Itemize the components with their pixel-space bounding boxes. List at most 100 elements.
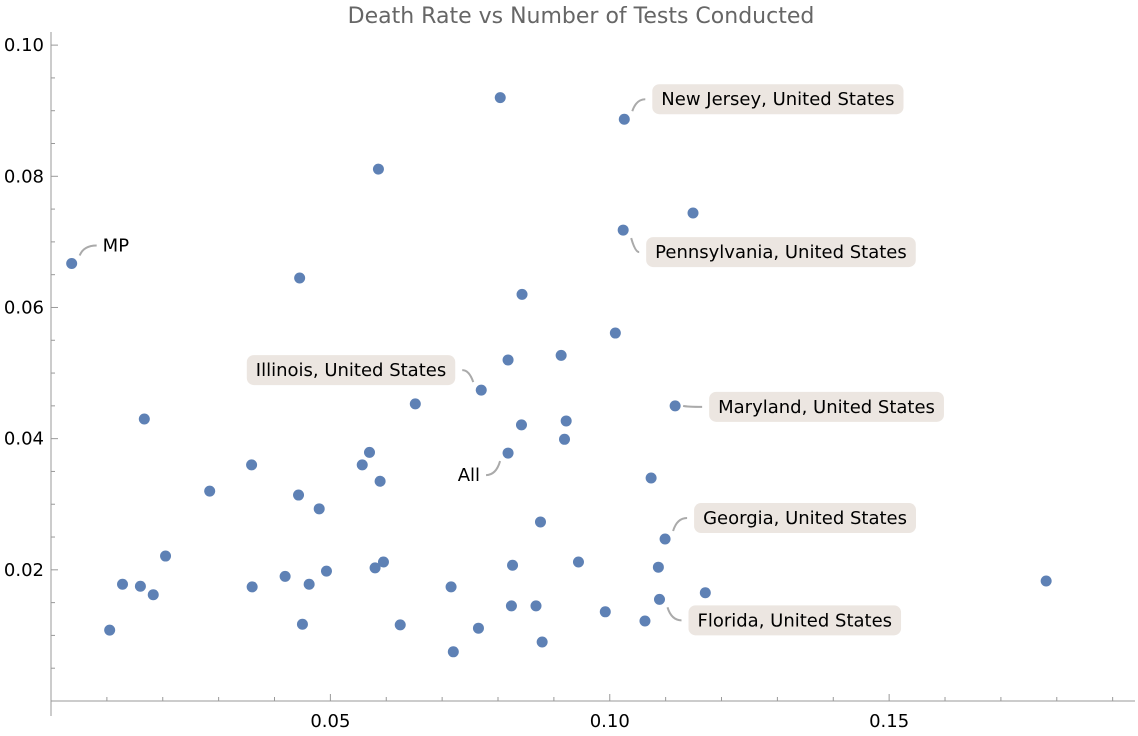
annotation-label: Pennsylvania, United States	[646, 237, 916, 268]
annotation-label: All	[458, 465, 480, 486]
annotations: New Jersey, United States Pennsylvania, U…	[103, 84, 944, 636]
data-point	[516, 288, 528, 300]
x-tick-label: 0.05	[310, 711, 350, 732]
data-point	[66, 258, 78, 270]
axes: 0.05 0.10 0.15 0.02 0.04 0.06 0.08 0.10	[4, 32, 1135, 732]
data-point	[505, 600, 517, 612]
data-point	[536, 636, 548, 648]
data-point	[617, 224, 629, 236]
annotation-text: Georgia, United States	[703, 508, 907, 529]
data-point	[246, 581, 258, 593]
data-point	[475, 384, 487, 396]
data-point	[599, 606, 611, 618]
data-point	[356, 459, 368, 471]
annotation-text: MP	[103, 236, 130, 257]
annotation-label: Georgia, United States	[694, 502, 916, 533]
annotation-box	[694, 502, 916, 533]
annotation-leader	[666, 607, 682, 622]
annotation-leader	[462, 369, 475, 383]
data-point	[293, 489, 305, 501]
data-point	[147, 589, 159, 601]
annotation-leader	[485, 460, 502, 477]
annotation-text: Pennsylvania, United States	[655, 242, 907, 263]
annotation-leader	[672, 516, 688, 532]
x-tick-label: 0.15	[869, 711, 909, 732]
annotation-text: Florida, United States	[697, 610, 892, 631]
annotation-label: Maryland, United States	[709, 391, 944, 422]
data-point	[1040, 575, 1052, 587]
data-point	[559, 433, 571, 445]
chart-title: Death Rate vs Number of Tests Conducted	[348, 4, 815, 29]
data-point	[530, 600, 542, 612]
data-point	[502, 447, 514, 459]
data-point	[534, 516, 546, 528]
data-point	[572, 556, 584, 568]
data-point	[555, 349, 567, 361]
data-point	[320, 565, 332, 577]
annotation-text: Illinois, United States	[256, 360, 446, 381]
data-point	[372, 163, 384, 175]
y-tick-label: 0.06	[4, 297, 44, 318]
data-point	[313, 503, 325, 515]
annotation-leader	[631, 98, 646, 112]
annotation-box	[652, 84, 904, 115]
y-tick-label: 0.02	[4, 560, 44, 581]
data-point	[618, 113, 630, 125]
annotation-box	[646, 237, 916, 268]
annotation-leader	[630, 237, 640, 254]
data-point	[502, 354, 514, 366]
data-point	[296, 618, 308, 630]
data-point	[687, 207, 699, 219]
data-point	[377, 556, 389, 568]
data-point	[669, 400, 681, 412]
data-point	[117, 578, 129, 590]
data-point	[560, 415, 572, 427]
data-point	[609, 327, 621, 339]
data-point	[294, 272, 306, 284]
data-point	[645, 472, 657, 484]
annotation-label: MP	[103, 236, 130, 257]
data-point	[394, 619, 406, 631]
data-point	[303, 578, 315, 590]
y-tick-label: 0.10	[4, 35, 44, 56]
data-point	[445, 581, 457, 593]
annotation-box	[688, 605, 902, 636]
annotation-label: New Jersey, United States	[652, 84, 904, 115]
data-point	[494, 92, 506, 104]
annotation-text: Maryland, United States	[718, 397, 935, 418]
annotation-leader	[78, 244, 97, 256]
data-point	[515, 419, 527, 431]
annotation-label: Illinois, United States	[246, 355, 456, 386]
data-point	[652, 561, 664, 573]
annotation-text: New Jersey, United States	[661, 89, 894, 110]
data-point	[409, 398, 421, 410]
data-point	[279, 570, 291, 582]
data-point	[447, 646, 459, 658]
data-point	[472, 622, 484, 634]
annotation-leaders	[78, 98, 703, 622]
data-point	[363, 446, 375, 458]
annotation-leader	[682, 404, 703, 408]
annotation-label: Florida, United States	[688, 605, 902, 636]
data-point	[138, 413, 150, 425]
data-point	[134, 580, 146, 592]
data-point	[653, 593, 665, 605]
data-point	[369, 562, 381, 574]
data-point	[160, 550, 172, 562]
data-points	[66, 92, 1052, 658]
data-point	[639, 615, 651, 627]
data-point	[374, 475, 386, 487]
data-point	[204, 485, 216, 497]
annotation-box	[246, 355, 456, 386]
data-point	[659, 533, 671, 545]
annotation-box	[709, 391, 944, 422]
data-point	[246, 459, 258, 471]
x-tick-label: 0.10	[590, 711, 630, 732]
y-tick-label: 0.04	[4, 429, 44, 450]
data-point	[507, 559, 519, 571]
data-point	[699, 587, 711, 599]
annotation-text: All	[458, 465, 480, 486]
data-point	[104, 624, 116, 636]
y-tick-label: 0.08	[4, 166, 44, 187]
